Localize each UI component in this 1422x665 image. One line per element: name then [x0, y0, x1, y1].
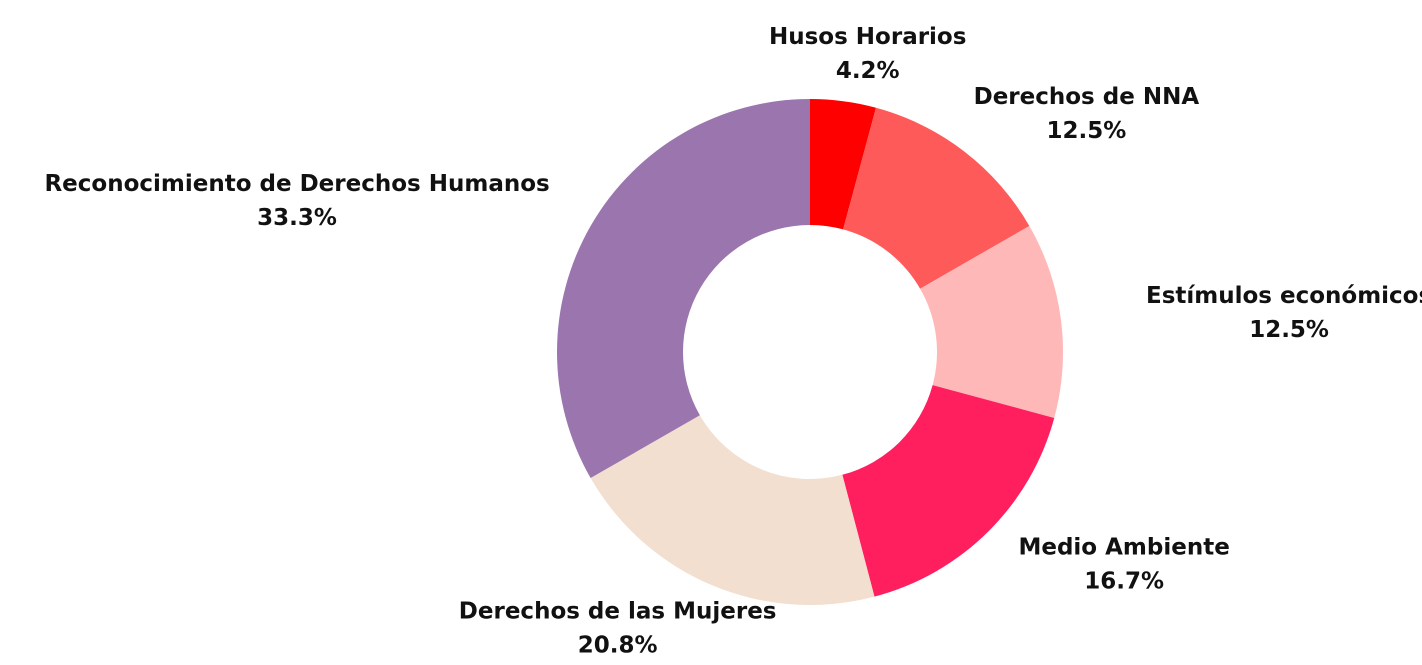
slice [556, 99, 810, 479]
slice-value: 12.5% [1249, 317, 1329, 343]
slice-label: Estímulos económicos [1146, 283, 1422, 309]
slice-label: Husos Horarios [769, 24, 966, 50]
slice [810, 99, 876, 230]
slice-label: Derechos de las Mujeres [459, 598, 777, 624]
slice-value: 12.5% [1046, 118, 1126, 144]
slice-label: Medio Ambiente [1018, 534, 1229, 560]
slice-value: 33.3% [257, 205, 337, 231]
slice-label: Derechos de NNA [974, 84, 1200, 110]
slice [920, 225, 1063, 418]
slice-value: 4.2% [836, 58, 900, 84]
slice [590, 415, 875, 606]
slice-value: 16.7% [1084, 568, 1164, 594]
slice-value: 20.8% [578, 632, 658, 658]
slice-label: Reconocimiento de Derechos Humanos [44, 171, 549, 197]
slice [843, 107, 1030, 289]
slice [842, 385, 1055, 597]
